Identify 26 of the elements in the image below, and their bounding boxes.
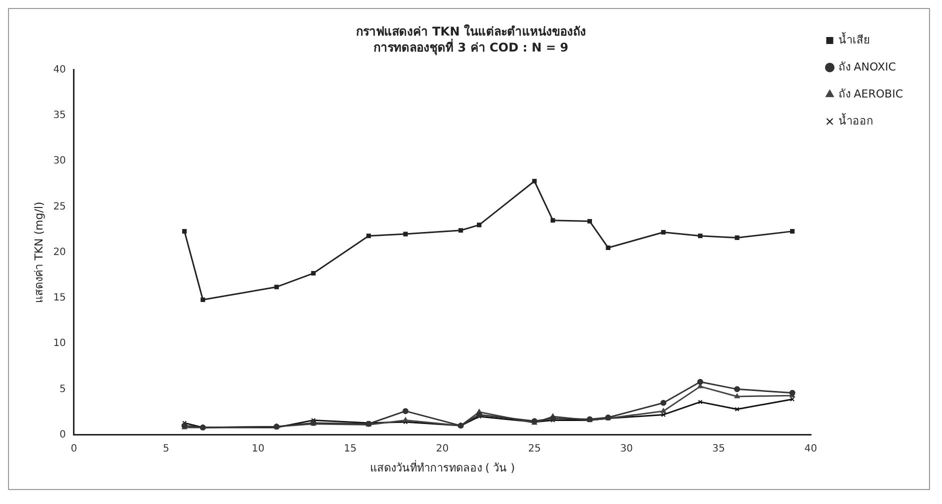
chart-subtitle: การทดลองชุดที่ 3 ค่า COD : N = 9 [374,38,568,56]
y-tick-label: 40 [53,64,66,76]
chart-title: กราฟแสดงค่า TKN ในแต่ละตำแหน่งของถัง [356,23,586,38]
y-tick-label: 0 [60,429,66,440]
x-tick-label: 30 [620,443,633,454]
y-tick-label: 25 [53,201,66,212]
x-tick-label: 10 [252,443,264,454]
x-tick-label: 40 [804,443,818,454]
x-tick-label: 20 [436,443,449,454]
legend-label: น้ำเสีย [838,31,870,46]
x-tick-label: 25 [528,443,541,454]
y-tick-label: 20 [53,246,66,258]
legend-label: ถัง ANOXIC [838,60,896,74]
y-tick-label: 30 [53,156,66,167]
y-tick-label: 15 [53,292,66,304]
x-tick-label: 15 [344,443,357,454]
legend-label: น้ำออก [838,112,874,128]
x-tick-label: 0 [70,443,78,454]
y-tick-label: 10 [53,338,66,350]
x-tick-label: 5 [162,443,170,454]
y-tick-label: 5 [60,384,66,395]
x-axis-title: แสดงวันที่ทำการทดลอง ( วัน ) [370,459,515,474]
x-tick-label: 35 [712,443,726,454]
y-tick-label: 35 [53,110,66,122]
legend-label: ถัง AEROBIC [838,87,904,100]
y-axis-title: แสดงค่า TKN (mg/l) [32,202,46,303]
